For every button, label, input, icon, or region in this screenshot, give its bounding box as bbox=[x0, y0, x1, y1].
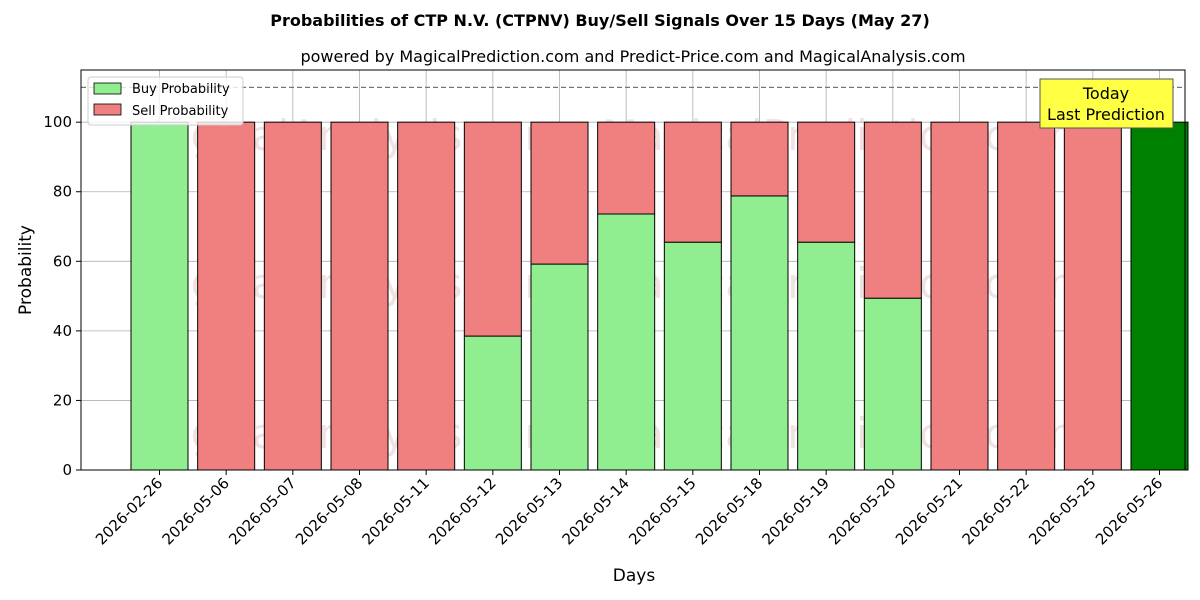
y-tick-label: 0 bbox=[62, 461, 72, 479]
bar-sell bbox=[797, 121, 856, 243]
y-tick-label: 60 bbox=[53, 252, 72, 270]
bar-sell bbox=[663, 121, 722, 243]
x-tick-label: 2026-02-26 bbox=[92, 474, 166, 548]
x-tick-label: 2026-05-13 bbox=[492, 474, 566, 548]
chart-subtitle: powered by MagicalPrediction.com and Pre… bbox=[300, 47, 965, 66]
x-tick-label: 2026-05-26 bbox=[1092, 474, 1166, 548]
x-tick-label: 2026-05-21 bbox=[892, 474, 966, 548]
x-tick-label: 2026-05-22 bbox=[959, 474, 1033, 548]
x-tick-label: 2026-05-12 bbox=[425, 474, 499, 548]
x-axis-ticks: 2026-02-262026-05-062026-05-072026-05-08… bbox=[92, 470, 1166, 548]
bar-sell bbox=[463, 121, 522, 337]
bar-sell bbox=[197, 121, 256, 471]
bar-layer bbox=[130, 121, 1189, 471]
plot-frame bbox=[80, 69, 1186, 471]
today-annotation-box bbox=[1039, 78, 1174, 129]
bar-sell bbox=[530, 121, 589, 265]
x-tick-label: 2026-05-15 bbox=[625, 474, 699, 548]
bar-buy bbox=[130, 121, 189, 471]
bar-buy bbox=[663, 241, 722, 471]
y-tick-label: 100 bbox=[43, 113, 72, 131]
bar-buy bbox=[530, 263, 589, 471]
bar-buy bbox=[597, 213, 656, 471]
today-annotation: Today Last Prediction bbox=[1039, 78, 1174, 129]
x-tick-label: 2026-05-06 bbox=[159, 474, 233, 548]
x-axis-label: Days bbox=[613, 566, 656, 586]
legend-box bbox=[87, 76, 244, 126]
bar-sell bbox=[330, 121, 389, 471]
x-tick-label: 2026-05-11 bbox=[359, 474, 433, 548]
bar-sell bbox=[863, 121, 922, 299]
chart-title: Probabilities of CTP N.V. (CTPNV) Buy/Se… bbox=[270, 11, 930, 30]
bar-sell bbox=[997, 121, 1056, 471]
y-axis-ticks: 0 20 40 60 80 100 bbox=[43, 113, 81, 479]
bar-sell bbox=[597, 121, 656, 215]
x-tick-label: 2026-05-25 bbox=[1025, 474, 1099, 548]
x-tick-label: 2026-05-08 bbox=[292, 474, 366, 548]
x-tick-label: 2026-05-07 bbox=[225, 474, 299, 548]
legend-swatch-buy bbox=[93, 82, 122, 95]
bar-buy bbox=[1130, 121, 1189, 471]
today-annotation-line1: Today bbox=[1082, 84, 1129, 103]
bar-sell bbox=[1063, 121, 1122, 471]
x-tick-label: 2026-05-19 bbox=[759, 474, 833, 548]
bar-buy bbox=[797, 241, 856, 471]
bar-sell bbox=[930, 121, 989, 471]
bar-sell bbox=[263, 121, 322, 471]
legend-label-sell: Sell Probability bbox=[132, 104, 229, 119]
x-tick-label: 2026-05-20 bbox=[825, 474, 899, 548]
bar-buy bbox=[730, 195, 789, 471]
bar-buy bbox=[863, 297, 922, 471]
y-tick-label: 40 bbox=[53, 322, 72, 340]
legend-label-buy: Buy Probability bbox=[132, 82, 230, 97]
bar-sell bbox=[730, 121, 789, 197]
x-tick-label: 2026-05-18 bbox=[692, 474, 766, 548]
today-annotation-line2: Last Prediction bbox=[1047, 105, 1165, 124]
x-tick-label: 2026-05-14 bbox=[559, 474, 633, 548]
bar-sell bbox=[397, 121, 456, 471]
y-axis-label: Probability bbox=[16, 225, 36, 315]
legend: Buy Probability Sell Probability bbox=[87, 76, 244, 126]
y-tick-label: 80 bbox=[53, 183, 72, 201]
bar-buy bbox=[463, 335, 522, 471]
legend-swatch-sell bbox=[93, 103, 122, 116]
y-tick-label: 20 bbox=[53, 391, 72, 409]
